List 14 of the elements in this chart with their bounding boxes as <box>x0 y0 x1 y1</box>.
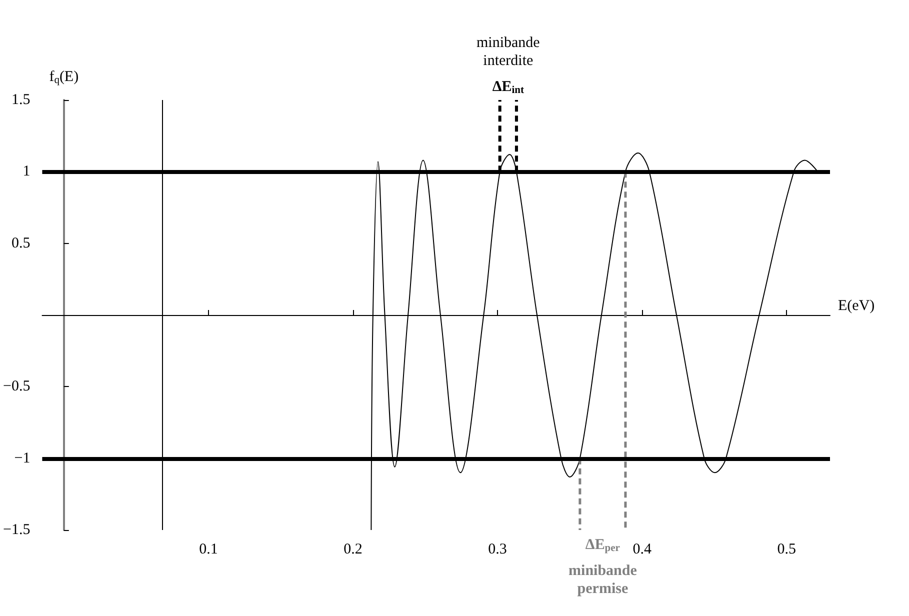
x-tick-label: 0.2 <box>344 542 362 558</box>
y-tick-label: 0.5 <box>11 235 30 252</box>
x-tick-label: 0.4 <box>632 542 652 558</box>
text: minibande permise <box>568 563 638 597</box>
x-tick-label: 0.1 <box>199 542 218 558</box>
y-tick-label: −0.5 <box>2 378 30 395</box>
text: minibande interdite <box>476 35 540 69</box>
y-tick-label: −1.5 <box>2 522 30 538</box>
y-tick-label: 1.5 <box>11 92 30 108</box>
x-tick-label: 0.3 <box>488 542 507 558</box>
x-axis-title: E(eV) <box>838 298 875 314</box>
y-tick-label: 1 <box>22 164 30 180</box>
x-tick-label: 0.5 <box>777 542 796 558</box>
y-tick-label: −1 <box>14 450 30 466</box>
